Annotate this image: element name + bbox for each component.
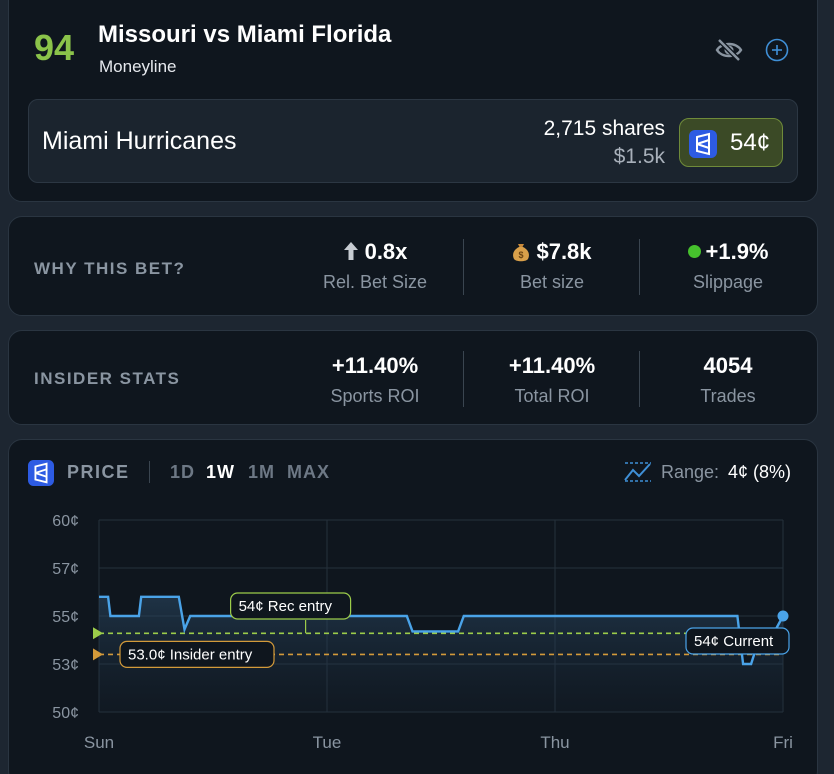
x-tick-label: Tue: [313, 733, 342, 752]
eye-off-icon[interactable]: [714, 37, 744, 63]
money-bag-icon: $: [513, 244, 530, 262]
stat-value: +11.40%: [331, 353, 419, 378]
stat-label: Sports ROI: [330, 386, 420, 406]
rec-entry-tag-box: [230, 592, 352, 620]
insider-entry-tag: 53.0¢ Insider entry: [128, 646, 253, 663]
stat-label: Trades: [700, 386, 756, 406]
range-value: 4¢ (8%): [728, 462, 792, 482]
stat-value: 0.8x: [364, 239, 408, 264]
insider-entry-marker: [93, 648, 103, 661]
stat-label: Rel. Bet Size: [322, 272, 428, 292]
current-price-tag-box: [685, 627, 790, 655]
price-chart-card: PRICE 1D 1W 1M MAX Range: 4¢ (8%) 60¢ 57¢…: [8, 439, 818, 774]
stat-value: +1.9%: [705, 239, 769, 264]
divider: [149, 461, 150, 483]
trades-stat: 4054 Trades: [640, 353, 816, 407]
y-tick-label: 60¢: [52, 513, 79, 530]
price-chart[interactable]: 60¢ 57¢ 55¢ 53¢ 50¢ Sun Tue Thu Fri 54¢ Rec entr…: [9, 440, 819, 774]
stat-label: Total ROI: [514, 386, 590, 406]
shares-count: 2,715 shares: [543, 117, 665, 140]
y-tick-label: 50¢: [52, 705, 79, 722]
timeframe-max[interactable]: MAX: [287, 462, 330, 482]
section-label: INSIDER STATS: [34, 369, 181, 388]
y-tick-label: 53¢: [52, 657, 79, 674]
total-roi-stat: +11.40% Total ROI: [464, 353, 640, 407]
polymarket-logo-icon: [689, 130, 717, 158]
current-price-tag: 54¢ Current: [694, 633, 774, 650]
outcome-name: Miami Hurricanes: [42, 127, 237, 155]
plus-circle-icon[interactable]: [765, 38, 789, 62]
arrow-up-icon: [343, 242, 358, 260]
divider: [639, 239, 640, 295]
why-this-bet-card: WHY THIS BET? 0.8x Rel. Bet Size $ $7.8k…: [8, 216, 818, 316]
insider-score: 94: [34, 27, 75, 68]
divider: [463, 239, 464, 295]
section-label: WHY THIS BET?: [34, 259, 186, 278]
rel-bet-size-stat: 0.8x Rel. Bet Size: [287, 239, 463, 293]
current-price-dot: [777, 610, 789, 622]
price-label: 54¢: [730, 129, 771, 156]
sports-roi-stat: +11.40% Sports ROI: [287, 353, 463, 407]
stat-value: +11.40%: [508, 353, 596, 378]
buy-price-button[interactable]: 54¢: [679, 118, 783, 167]
slippage-stat: +1.9% Slippage: [640, 239, 816, 293]
y-tick-label: 57¢: [52, 561, 79, 578]
insider-stats-card: INSIDER STATS +11.40% Sports ROI +11.40%…: [8, 330, 818, 425]
green-dot-icon: [687, 245, 701, 258]
y-tick-label: 55¢: [52, 609, 79, 626]
range-label: Range:: [661, 462, 720, 482]
match-title[interactable]: Missouri vs Miami Florida: [98, 21, 392, 48]
rec-entry-marker: [93, 627, 103, 640]
timeframe-1w[interactable]: 1W: [206, 462, 235, 482]
polymarket-logo-icon: [28, 460, 54, 486]
market-header-card: 94 Missouri vs Miami Florida Moneyline M…: [8, 0, 818, 202]
x-tick-label: Thu: [540, 733, 569, 752]
timeframe-1m[interactable]: 1M: [248, 462, 276, 482]
stat-label: Slippage: [692, 272, 764, 292]
range-icon: [624, 462, 651, 482]
timeframe-1d[interactable]: 1D: [170, 462, 196, 482]
stat-value: $7.8k: [536, 239, 592, 264]
divider: [463, 351, 464, 407]
stat-label: Bet size: [519, 272, 585, 292]
insider-entry-tag-box: [119, 640, 275, 668]
x-tick-label: Fri: [773, 733, 793, 752]
divider: [639, 351, 640, 407]
bet-size-stat: $ $7.8k Bet size: [464, 239, 640, 293]
position-row[interactable]: Miami Hurricanes 2,715 shares $1.5k 54¢: [28, 99, 798, 183]
position-value: $1.5k: [613, 145, 665, 168]
x-tick-label: Sun: [84, 733, 114, 752]
rec-entry-tag: 54¢ Rec entry: [239, 598, 333, 615]
stat-value: 4054: [703, 353, 753, 378]
market-type: Moneyline: [99, 57, 177, 76]
svg-text:$: $: [519, 250, 524, 260]
chart-title: PRICE: [67, 462, 130, 482]
